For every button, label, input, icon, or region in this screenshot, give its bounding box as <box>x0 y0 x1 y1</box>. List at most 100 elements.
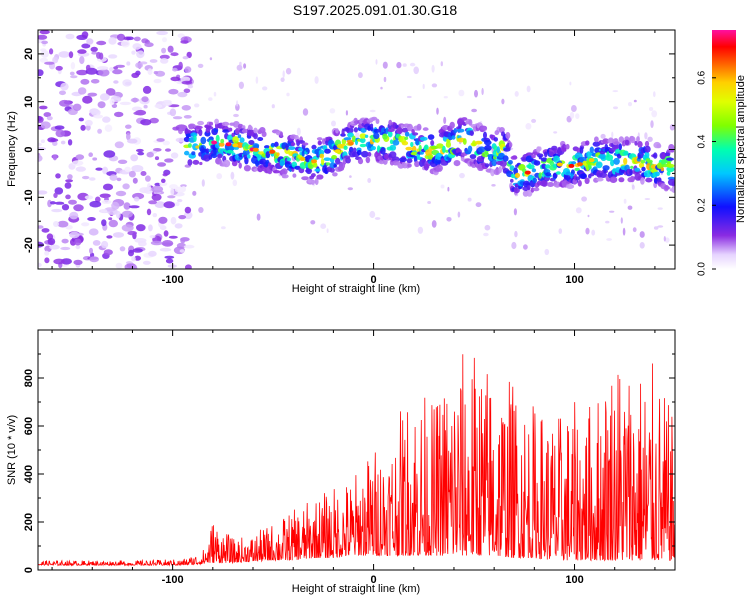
speckle-cell <box>585 227 590 235</box>
ridge-cell <box>347 132 354 138</box>
speckle-cell <box>271 104 275 109</box>
noise-cell <box>180 76 191 82</box>
ridge-cell <box>313 163 318 168</box>
speckle-cell <box>413 66 420 75</box>
noise-cell <box>132 248 143 253</box>
ridge-cell <box>477 146 486 153</box>
ridge-peak-cell <box>225 142 232 147</box>
ridge-cell <box>630 175 635 183</box>
noise-cell <box>112 69 123 75</box>
ridge-cell <box>333 164 338 168</box>
ridge-cell <box>389 151 397 159</box>
noise-cell <box>148 200 158 205</box>
noise-cell <box>134 255 142 261</box>
speckle-cell <box>262 86 268 91</box>
ridge-peak-cell <box>311 159 317 164</box>
noise-cell <box>40 139 46 143</box>
colorbar-ticks: 0.0 0.2 0.4 0.6 <box>697 70 716 276</box>
ridge-cell <box>367 125 371 131</box>
speckle-cell <box>581 196 587 202</box>
noise-cell <box>116 177 122 182</box>
ridge-cell <box>538 155 542 160</box>
noise-cell <box>160 58 169 64</box>
speckle-cell <box>587 214 590 218</box>
speckle-cell <box>302 108 309 116</box>
speckle-cell <box>627 205 633 210</box>
speckle-cell <box>280 77 285 82</box>
noise-cell <box>148 224 153 232</box>
ridge-cell <box>199 161 203 166</box>
ridge-cell <box>510 155 518 160</box>
noise-cell <box>80 78 90 85</box>
ridge-cell <box>305 147 310 153</box>
noise-cell <box>174 223 183 229</box>
ridge-cell <box>610 159 615 167</box>
noise-cell <box>55 65 63 71</box>
ridge-cell <box>545 164 551 169</box>
spectrogram-ylabel: Frequency (Hz) <box>6 111 18 187</box>
ridge-cell <box>579 146 584 154</box>
noise-cell <box>159 247 172 252</box>
speckle-cell <box>575 207 582 214</box>
y-tick-label: 400 <box>23 465 35 483</box>
noise-cell <box>182 56 189 60</box>
ridge-cell <box>270 142 276 147</box>
speckle-cell <box>611 131 614 139</box>
speckle-cell <box>484 224 491 231</box>
speckle-cell <box>345 110 348 116</box>
ridge-cell <box>210 153 218 159</box>
noise-cell <box>95 167 103 171</box>
speckle-cell <box>236 100 239 107</box>
ridge-cell <box>353 127 358 133</box>
ridge-cell <box>514 172 521 178</box>
speckle-cell <box>285 67 292 75</box>
ridge-cell <box>577 180 582 187</box>
ridge-peak-cell <box>568 163 575 168</box>
ridge-cell <box>314 168 321 172</box>
noise-cell <box>53 258 65 265</box>
noise-cell <box>74 238 82 246</box>
colorbar-tick-label: 0.4 <box>697 134 708 148</box>
spectrogram-plot-area <box>38 30 675 269</box>
speckle-cell <box>374 217 381 220</box>
noise-cell <box>127 230 137 236</box>
speckle-cell <box>329 108 336 114</box>
ridge-cell <box>382 133 388 140</box>
noise-cell <box>87 92 98 97</box>
speckle-cell <box>331 120 336 127</box>
speckle-cell <box>513 208 518 216</box>
ridge-cell <box>221 121 230 127</box>
ridge-cell <box>214 118 220 125</box>
noise-cell <box>49 48 54 55</box>
speckle-cell <box>639 231 645 238</box>
ridge-cell <box>660 167 665 172</box>
ridge-cell <box>373 128 380 134</box>
noise-cell <box>172 116 183 120</box>
speckle-cell <box>569 111 575 119</box>
ridge-cell <box>375 118 380 125</box>
noise-cell <box>81 43 91 49</box>
noise-cell <box>68 199 77 205</box>
noise-cell <box>47 238 56 246</box>
noise-cell <box>88 228 99 236</box>
noise-cell <box>178 61 183 70</box>
ridge-cell <box>187 159 193 166</box>
ridge-cell <box>427 134 435 140</box>
noise-cell <box>53 192 58 198</box>
noise-cell <box>156 138 165 142</box>
noise-cell <box>162 140 170 146</box>
ridge-cell <box>505 132 511 139</box>
noise-cell <box>67 174 73 180</box>
noise-cell <box>144 42 154 48</box>
noise-cell <box>87 217 96 221</box>
speckle-cell <box>609 210 615 213</box>
noise-cell <box>39 105 48 110</box>
ridge-cell <box>665 152 670 157</box>
noise-cell <box>127 138 138 144</box>
speckle-cell <box>375 59 378 65</box>
noise-cell <box>68 51 74 59</box>
ridge-cell <box>235 127 240 135</box>
ridge-cell <box>359 137 366 144</box>
ridge-cell <box>644 151 650 159</box>
